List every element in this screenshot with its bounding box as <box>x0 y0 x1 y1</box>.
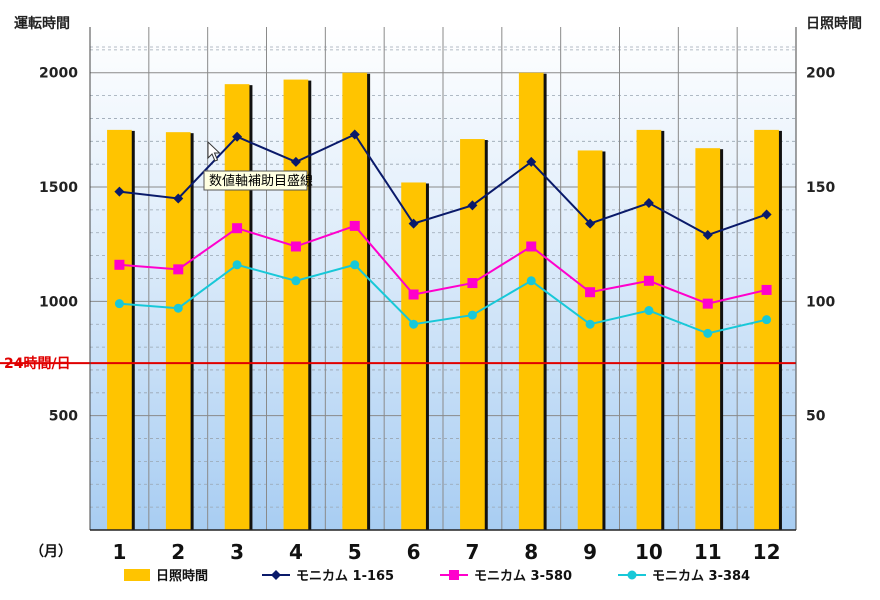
x-tick-label: 9 <box>583 540 597 564</box>
bar-7 <box>460 139 485 531</box>
series-line-1 <box>119 133 767 237</box>
bar-6 <box>401 182 426 531</box>
point-series2-11 <box>702 298 713 309</box>
point-series2-9 <box>585 287 596 298</box>
point-series3-4 <box>291 276 301 286</box>
x-tick-label: 11 <box>694 540 722 564</box>
bar-series-sunshine <box>107 72 782 531</box>
x-tick-label: 3 <box>230 540 244 564</box>
legend-item-series-1: モニカム 1-165 <box>262 569 394 584</box>
cursor-arrow-icon <box>207 140 221 162</box>
point-series1-5 <box>349 129 360 140</box>
legend-marker <box>271 570 281 580</box>
point-series2-4 <box>290 241 301 252</box>
point-series1-1 <box>114 186 125 197</box>
legend: 日照時間 モニカム 1-165 モニカム 3-580 モニカム 3-384 <box>124 568 750 584</box>
point-series3-12 <box>762 315 772 325</box>
point-series2-7 <box>467 278 478 289</box>
x-unit-label: （月） <box>30 544 72 560</box>
point-series2-6 <box>408 289 419 300</box>
left-tick-label: 1000 <box>39 294 78 310</box>
left-axis-title: 運転時間 <box>14 15 70 32</box>
line-series-group <box>114 129 772 338</box>
x-tick-label: 6 <box>407 540 421 564</box>
point-series3-8 <box>526 276 536 286</box>
tooltip-box <box>203 170 308 191</box>
left-tick-label: 1500 <box>39 180 78 196</box>
legend-label-series-1: モニカム 1-165 <box>296 569 394 584</box>
point-series1-12 <box>761 209 772 220</box>
right-tick-label: 200 <box>806 66 835 82</box>
right-tick-label: 100 <box>806 294 835 310</box>
series-line-3 <box>119 263 767 335</box>
reference-line-label: 24時間/日 <box>4 355 71 372</box>
point-series3-1 <box>114 299 124 309</box>
bar-5 <box>342 72 368 531</box>
point-series2-2 <box>173 264 184 275</box>
point-series2-8 <box>526 241 537 252</box>
series-line-2 <box>119 224 767 305</box>
legend-marker <box>627 570 637 580</box>
point-series3-9 <box>585 319 595 329</box>
bar-4 <box>283 79 309 530</box>
point-series1-3 <box>232 131 243 142</box>
point-series1-8 <box>526 156 537 167</box>
x-tick-label: 8 <box>524 540 538 564</box>
point-series1-10 <box>643 198 654 209</box>
x-tick-label: 5 <box>348 540 362 564</box>
bar-10 <box>636 129 662 531</box>
right-tick-label: 150 <box>806 180 835 196</box>
point-series3-7 <box>467 310 477 320</box>
point-series3-11 <box>703 328 713 338</box>
bar-11 <box>695 148 721 530</box>
point-series1-7 <box>467 200 478 211</box>
point-series2-5 <box>349 220 360 231</box>
point-series2-1 <box>114 259 125 270</box>
right-tick-label: 50 <box>806 409 826 425</box>
left-tick-label: 500 <box>49 409 78 425</box>
point-series2-10 <box>643 275 654 286</box>
point-series1-9 <box>585 218 596 229</box>
bar-2 <box>165 132 191 530</box>
point-series3-6 <box>409 319 419 329</box>
point-series3-5 <box>350 260 360 270</box>
point-series1-6 <box>408 218 419 229</box>
point-series3-10 <box>644 306 654 316</box>
legend-swatch-bar <box>124 569 150 581</box>
point-series2-12 <box>761 284 772 295</box>
axes <box>89 27 797 531</box>
tooltip: 数値軸補助目盛線 <box>203 140 313 191</box>
point-series1-4 <box>290 156 301 167</box>
bar-12 <box>754 129 779 531</box>
legend-item-series-2: モニカム 3-580 <box>440 569 572 584</box>
legend-label-sunshine: 日照時間 <box>156 568 208 584</box>
x-tick-label: 2 <box>171 540 185 564</box>
tooltip-label: 数値軸補助目盛線 <box>209 173 313 189</box>
point-series2-3 <box>232 223 243 234</box>
bar-9 <box>577 150 603 531</box>
point-series3-3 <box>232 260 242 270</box>
x-tick-label: 12 <box>753 540 781 564</box>
legend-label-series-3: モニカム 3-384 <box>652 569 750 584</box>
left-tick-label: 2000 <box>39 66 78 82</box>
point-series3-2 <box>173 303 183 313</box>
x-tick-label: 4 <box>289 540 303 564</box>
legend-item-series-3: モニカム 3-384 <box>618 569 750 584</box>
bar-8 <box>518 72 544 531</box>
bar-3 <box>224 84 250 530</box>
point-series1-2 <box>173 193 184 204</box>
x-tick-label: 10 <box>635 540 663 564</box>
point-series1-11 <box>702 230 713 241</box>
right-axis-title: 日照時間 <box>806 15 862 32</box>
legend-marker <box>449 570 459 580</box>
x-tick-label: 7 <box>465 540 479 564</box>
x-tick-label: 1 <box>112 540 126 564</box>
legend-item-sunshine: 日照時間 <box>124 568 208 584</box>
legend-label-series-2: モニカム 3-580 <box>474 569 572 584</box>
